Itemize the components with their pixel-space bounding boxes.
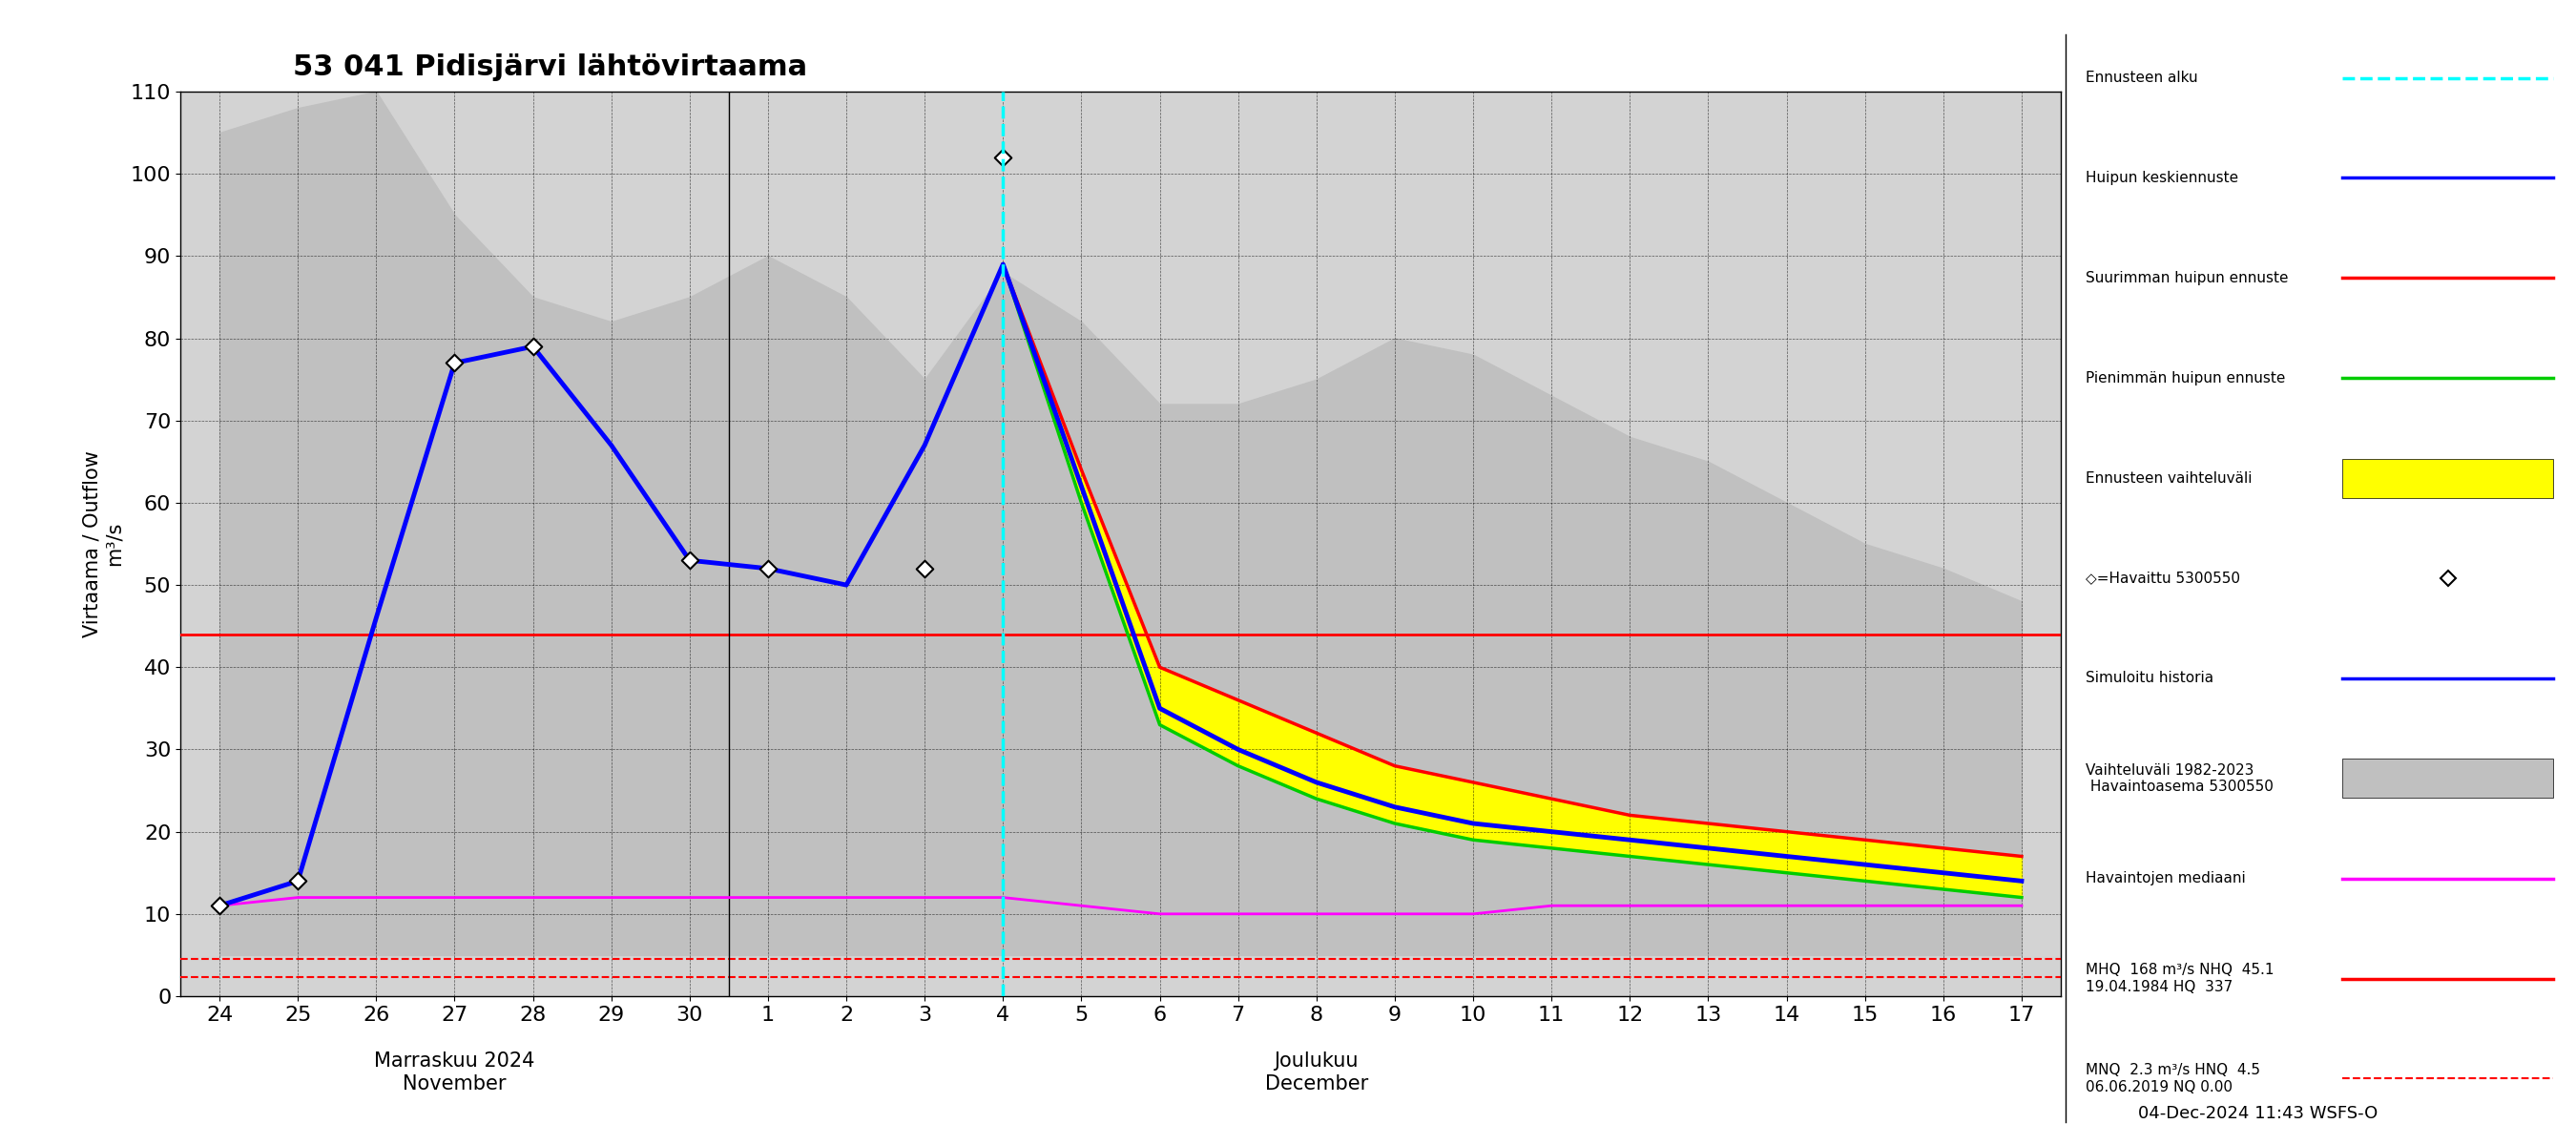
Point [904, 560, 945, 578]
Text: ◇=Havaittu 5300550: ◇=Havaittu 5300550 [2087, 571, 2241, 585]
Text: Ennusteen vaihteluväli: Ennusteen vaihteluväli [2087, 471, 2251, 485]
Text: MNQ  2.3 m³/s HNQ  4.5
06.06.2019 NQ 0.00: MNQ 2.3 m³/s HNQ 4.5 06.06.2019 NQ 0.00 [2087, 1063, 2262, 1095]
Point [670, 551, 711, 569]
Text: Simuloitu historia: Simuloitu historia [2087, 671, 2213, 686]
Text: Havaintojen mediaani: Havaintojen mediaani [2087, 871, 2246, 885]
Text: Vaihteluväli 1982-2023
 Havaintoasema 5300550: Vaihteluväli 1982-2023 Havaintoasema 530… [2087, 763, 2275, 793]
Text: Huipun keskiennuste: Huipun keskiennuste [2087, 171, 2239, 185]
Point [198, 897, 240, 915]
Text: Pienimmän huipun ennuste: Pienimmän huipun ennuste [2087, 371, 2285, 385]
Text: MHQ  168 m³/s NHQ  45.1
19.04.1984 HQ  337: MHQ 168 m³/s NHQ 45.1 19.04.1984 HQ 337 [2087, 963, 2275, 994]
Bar [2342, 458, 2553, 498]
Text: 53 041 Pidisjärvi lähtövirtaama: 53 041 Pidisjärvi lähtövirtaama [294, 54, 806, 81]
Y-axis label: Virtaama / Outflow
m³/s: Virtaama / Outflow m³/s [82, 450, 124, 638]
Point [747, 560, 788, 578]
Text: Marraskuu 2024
November: Marraskuu 2024 November [374, 1052, 536, 1093]
Text: Suurimman huipun ennuste: Suurimman huipun ennuste [2087, 271, 2290, 285]
Point [278, 871, 319, 890]
Text: Ennusteen alku: Ennusteen alku [2087, 71, 2197, 85]
Point [513, 338, 554, 356]
Point [981, 148, 1023, 166]
Bar [2342, 759, 2553, 798]
Text: 04-Dec-2024 11:43 WSFS-O: 04-Dec-2024 11:43 WSFS-O [2138, 1105, 2378, 1122]
Point [433, 354, 474, 372]
Text: Joulukuu
December: Joulukuu December [1265, 1052, 1368, 1093]
